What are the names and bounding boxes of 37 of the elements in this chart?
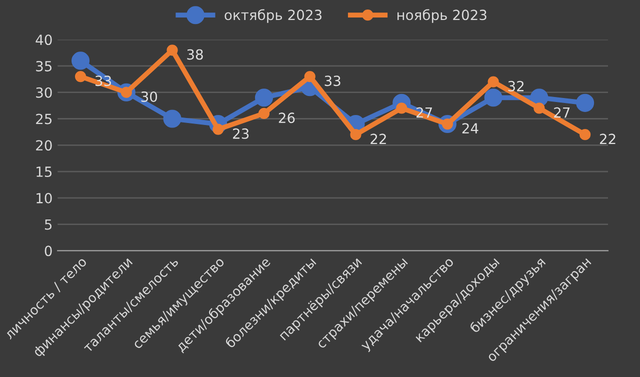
point <box>488 76 499 88</box>
y-tick-label: 25 <box>36 114 52 124</box>
point <box>534 102 545 114</box>
y-tick-label: 30 <box>36 87 52 98</box>
data-label: 24 <box>462 123 478 134</box>
point <box>484 88 502 107</box>
data-label: 33 <box>95 76 111 86</box>
y-tick-label: 20 <box>36 140 52 151</box>
data-label: 27 <box>416 107 432 118</box>
point <box>72 52 90 70</box>
data-label: 22 <box>600 134 616 144</box>
data-label: 26 <box>278 112 295 124</box>
point <box>166 44 178 56</box>
data-label: 27 <box>554 107 570 118</box>
y-tick-label: 35 <box>36 60 52 72</box>
y-tick-label: 15 <box>36 166 52 178</box>
point <box>576 94 594 112</box>
data-label: 33 <box>324 76 340 86</box>
y-tick-label: 40 <box>36 34 52 46</box>
point <box>254 88 274 107</box>
legend-label: октябрь 2023 <box>224 9 322 23</box>
point <box>163 110 182 128</box>
y-tick-label: 10 <box>36 192 52 204</box>
data-label: 32 <box>508 80 524 92</box>
point <box>304 70 316 82</box>
point <box>580 129 591 140</box>
point <box>74 70 86 82</box>
data-label: 22 <box>370 134 386 144</box>
point <box>258 108 270 120</box>
data-label: 23 <box>233 128 249 139</box>
legend-label: ноябрь 2023 <box>397 9 486 23</box>
point <box>396 102 408 114</box>
y-tick-label: 0 <box>44 246 52 256</box>
data-label: 38 <box>187 49 203 60</box>
y-tick-label: 5 <box>44 219 52 230</box>
point <box>350 129 362 140</box>
data-label: 30 <box>141 91 158 102</box>
